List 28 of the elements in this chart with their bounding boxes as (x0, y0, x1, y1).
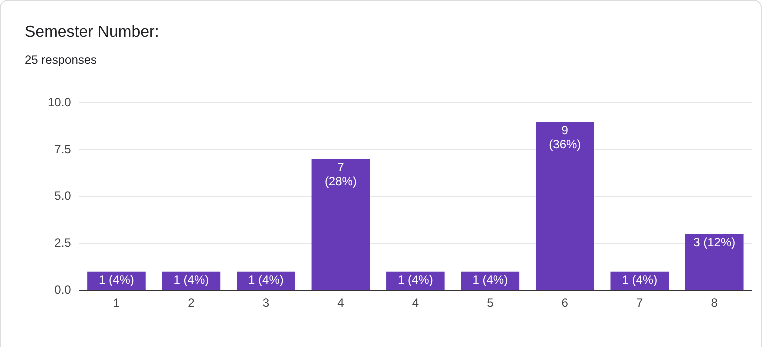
data-label: 1 (4%) (622, 273, 658, 288)
chart-title: Semester Number: (25, 24, 160, 42)
x-tick-label: 1 (113, 296, 120, 310)
data-label: 3 (12%) (694, 236, 736, 250)
data-label: 1 (4%) (174, 273, 210, 288)
bar (685, 234, 744, 290)
chart-subtitle: 25 responses (25, 53, 98, 67)
x-tick-label: 4 (338, 296, 345, 310)
x-tick-label: 6 (562, 296, 569, 310)
x-tick-label: 3 (262, 296, 270, 310)
y-tick-label: 0.0 (54, 282, 72, 297)
y-tick-label: 5.0 (54, 189, 72, 204)
x-tick-label: 7 (636, 296, 644, 310)
x-tick-label: 5 (487, 296, 494, 310)
data-label: 1 (4%) (398, 273, 434, 288)
data-label: 9 (36%) (549, 123, 582, 152)
bar (536, 122, 594, 290)
y-tick-label: 2.5 (54, 236, 72, 250)
y-tick-label: 10.0 (48, 96, 72, 110)
x-tick-label: 8 (711, 296, 718, 310)
data-label: 7 (28%) (324, 160, 357, 189)
data-label: 1 (4%) (248, 273, 284, 288)
bar (312, 159, 370, 290)
data-label: 1 (4%) (99, 273, 134, 288)
x-tick-label: 2 (188, 296, 196, 310)
y-tick-label: 7.5 (54, 142, 72, 156)
x-tick-label: 4 (412, 296, 420, 310)
data-label: 1 (4%) (472, 273, 508, 288)
